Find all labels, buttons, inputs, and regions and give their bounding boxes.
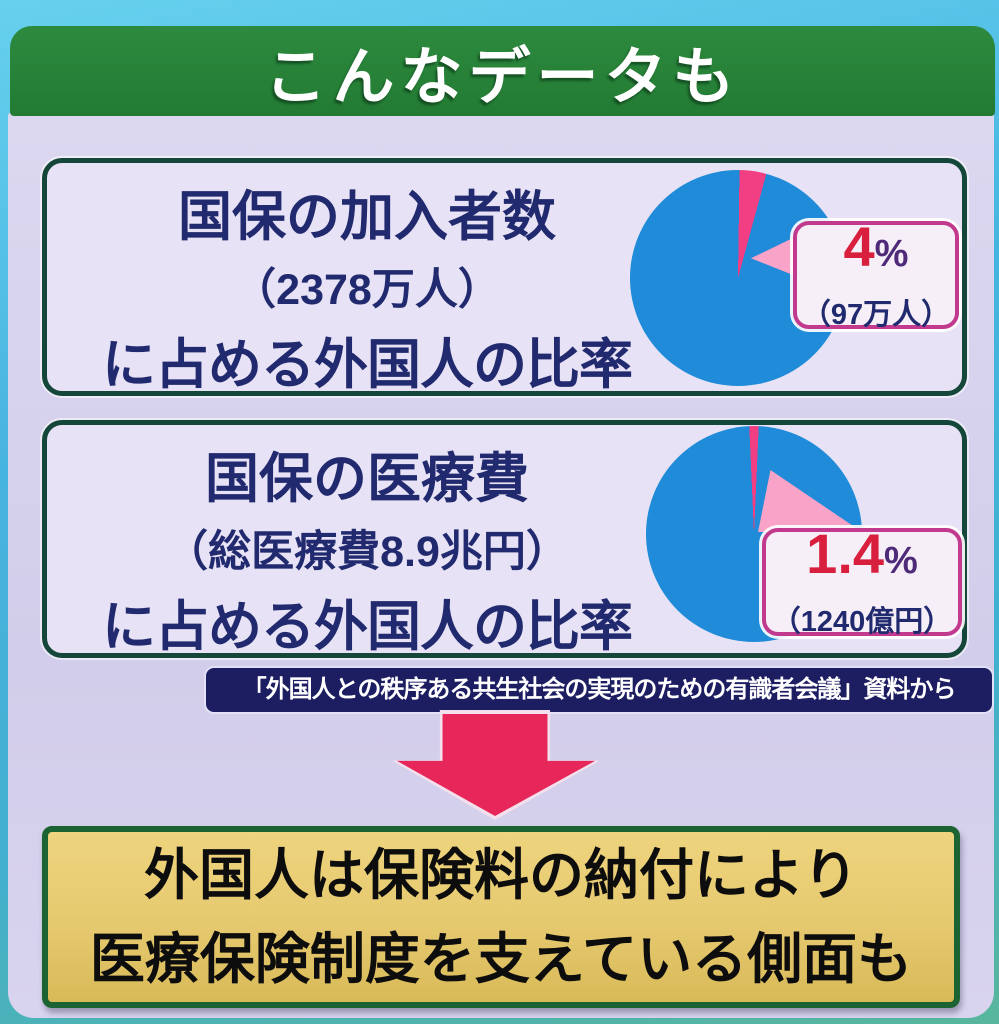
panel-medical-costs-line1: 国保の医療費 <box>205 449 529 509</box>
panel-enrollees: 国保の加入者数 （2378万人） に占める外国人の比率 4% （97万人） <box>42 158 967 396</box>
conclusion-box: 外国人は保険料の納付により 医療保険制度を支えている側面も <box>42 826 960 1008</box>
panel-enrollees-text: 国保の加入者数 （2378万人） に占める外国人の比率 <box>65 163 669 395</box>
conclusion-line2: 医療保険制度を支えている側面も <box>89 928 913 990</box>
panel-medical-costs-line2: （総医療費8.9兆円） <box>165 528 569 576</box>
header-banner: こんなデータも <box>10 26 995 116</box>
page-title: こんなデータも <box>264 43 741 112</box>
callout-medical-costs-percent: 1.4% <box>806 521 918 585</box>
panel-enrollees-line3: に占める外国人の比率 <box>102 335 633 395</box>
callout-enrollees-percent: 4% <box>843 214 909 278</box>
callout-medical-costs-detail: （1240億円） <box>771 605 953 638</box>
panel-enrollees-line2: （2378万人） <box>233 266 501 314</box>
callout-medical-costs: 1.4% （1240億円） <box>762 521 962 638</box>
source-attribution: 「外国人との秩序ある共生社会の実現のための有識者会議」資料から <box>206 668 992 712</box>
panel-medical-costs-text: 国保の医療費 （総医療費8.9兆円） に占める外国人の比率 <box>65 425 669 657</box>
conclusion-line1: 外国人は保険料の納付により <box>144 844 858 906</box>
panel-medical-costs: 国保の医療費 （総医療費8.9兆円） に占める外国人の比率 1.4% （1240… <box>42 420 967 658</box>
callout-enrollees-detail: （97万人） <box>801 298 951 331</box>
callout-enrollees: 4% （97万人） <box>793 214 959 331</box>
panel-medical-costs-line3: に占める外国人の比率 <box>102 597 633 657</box>
panel-enrollees-line1: 国保の加入者数 <box>178 187 556 247</box>
